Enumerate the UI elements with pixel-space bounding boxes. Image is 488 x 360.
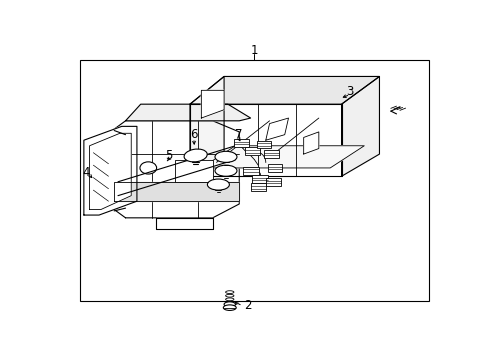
Ellipse shape	[225, 298, 233, 301]
Polygon shape	[84, 126, 137, 215]
Bar	[242, 167, 258, 175]
Bar	[244, 148, 260, 155]
Bar	[265, 178, 280, 186]
Bar	[264, 150, 278, 158]
Polygon shape	[341, 76, 379, 176]
Text: 4: 4	[82, 166, 89, 179]
Ellipse shape	[183, 149, 207, 162]
Bar	[252, 175, 267, 183]
Text: 2: 2	[244, 300, 251, 312]
Polygon shape	[114, 182, 239, 201]
Polygon shape	[265, 118, 288, 140]
Polygon shape	[303, 132, 318, 154]
Ellipse shape	[225, 291, 233, 293]
Polygon shape	[89, 133, 131, 210]
Text: 1: 1	[250, 44, 258, 57]
Polygon shape	[201, 146, 364, 168]
Bar	[233, 139, 248, 147]
Polygon shape	[201, 90, 224, 118]
Ellipse shape	[215, 151, 237, 162]
Polygon shape	[156, 218, 212, 229]
Ellipse shape	[215, 165, 237, 176]
Ellipse shape	[223, 305, 236, 310]
Circle shape	[140, 162, 156, 174]
Polygon shape	[189, 76, 224, 176]
Ellipse shape	[207, 179, 229, 190]
Text: 3: 3	[346, 85, 353, 98]
Bar	[267, 164, 282, 172]
Polygon shape	[189, 104, 341, 176]
Bar	[257, 141, 270, 148]
Bar	[175, 159, 212, 182]
Ellipse shape	[225, 294, 233, 297]
Bar	[250, 184, 265, 191]
Polygon shape	[106, 121, 239, 218]
Text: 6: 6	[190, 128, 197, 141]
Text: 7: 7	[234, 128, 242, 141]
Bar	[80, 60, 428, 301]
Text: 5: 5	[165, 149, 172, 162]
Polygon shape	[125, 104, 250, 121]
Ellipse shape	[224, 302, 235, 307]
Polygon shape	[189, 76, 379, 104]
